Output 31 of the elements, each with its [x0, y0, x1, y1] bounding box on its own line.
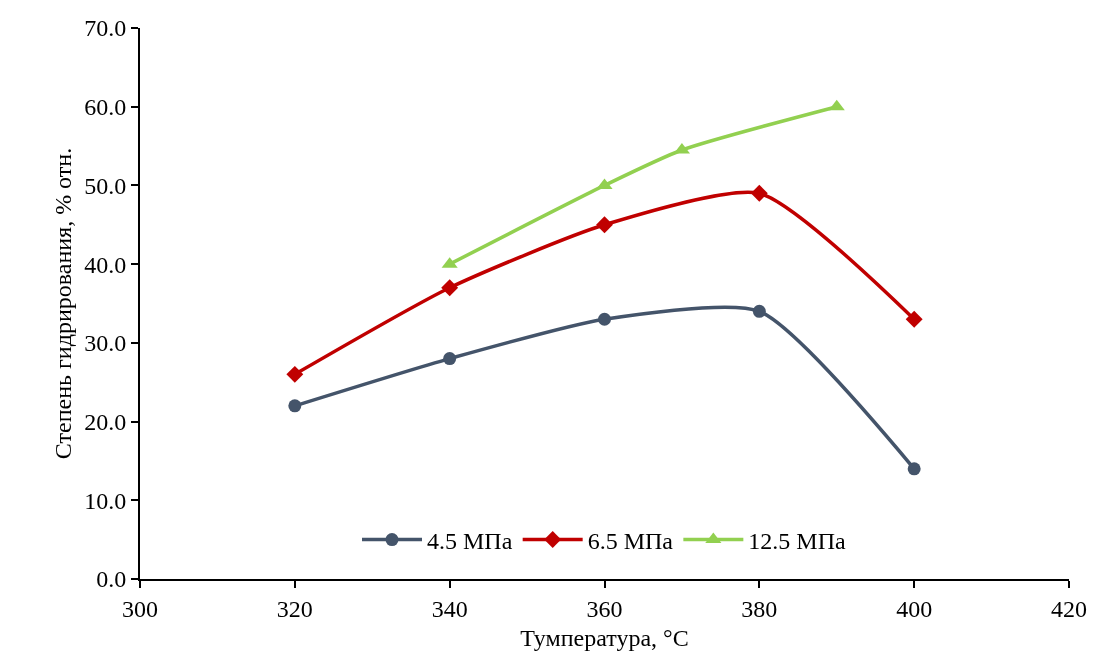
- x-axis-title: Тумпература, °C: [520, 624, 689, 651]
- y-tick-label: 60.0: [84, 94, 127, 121]
- point: [752, 304, 766, 318]
- x-tick-label: 380: [741, 595, 778, 622]
- y-tick-label: 10.0: [84, 487, 127, 514]
- point: [443, 352, 457, 366]
- point: [598, 312, 611, 326]
- point: [596, 216, 613, 234]
- y-axis-title: Степень гидрирования, % отн.: [49, 147, 76, 460]
- x-tick-label: 300: [122, 595, 158, 622]
- legend-label: 12.5 МПа: [748, 527, 847, 554]
- x-tick-label: 360: [586, 595, 623, 622]
- y-tick-label: 50.0: [84, 172, 127, 199]
- point: [905, 310, 923, 328]
- point: [286, 365, 304, 383]
- y-tick-label: 30.0: [84, 330, 127, 357]
- point: [907, 462, 921, 476]
- legend-label: 4.5 МПа: [427, 527, 513, 554]
- x-tick-label: 420: [1051, 595, 1087, 622]
- x-tick-label: 320: [276, 595, 313, 622]
- y-tick-label: 0.0: [96, 566, 127, 593]
- x-tick-label: 400: [896, 595, 933, 622]
- point: [750, 184, 768, 202]
- y-tick-label: 20.0: [84, 408, 127, 435]
- point: [288, 399, 302, 413]
- y-tick-label: 70.0: [84, 15, 127, 42]
- point: [441, 279, 459, 297]
- legend-label: 6.5 МПа: [587, 527, 674, 554]
- y-tick-label: 40.0: [84, 251, 127, 278]
- x-tick-label: 340: [431, 595, 468, 622]
- point: [828, 99, 845, 111]
